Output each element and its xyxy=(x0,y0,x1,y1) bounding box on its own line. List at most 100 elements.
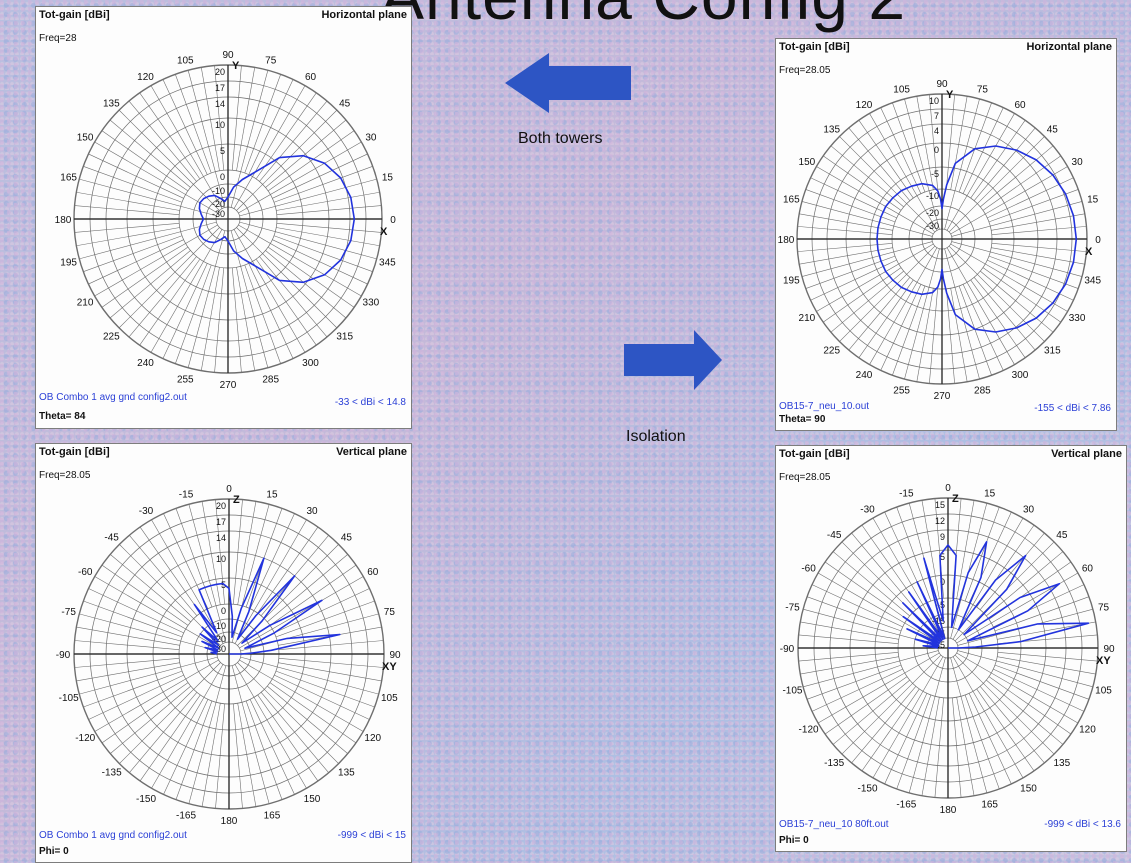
radial-tick-label: 7 xyxy=(934,111,939,121)
grid-spoke xyxy=(236,109,338,211)
grid-spoke xyxy=(175,264,212,364)
grid-spoke xyxy=(139,92,201,180)
grid-spoke xyxy=(74,658,180,668)
grid-spoke xyxy=(255,92,317,180)
angle-label: Phi= 0 xyxy=(779,835,809,846)
angle-tick-label: -75 xyxy=(61,607,76,618)
angle-tick-label: -90 xyxy=(56,650,71,661)
grid-spoke xyxy=(956,652,1079,724)
grid-spoke xyxy=(214,267,225,373)
grid-spoke xyxy=(896,694,932,790)
grid-spoke xyxy=(964,694,1000,790)
grid-spoke xyxy=(952,697,962,798)
grid-spoke xyxy=(973,277,1036,351)
grid-spoke xyxy=(188,665,227,804)
gain-pattern-trace xyxy=(876,145,1078,333)
grid-spoke xyxy=(896,506,932,602)
grid-spoke xyxy=(950,657,988,793)
axis-label-top: Z xyxy=(952,493,959,505)
grid-spoke xyxy=(76,626,180,646)
radial-tick-label: 0 xyxy=(221,606,226,616)
grid-spoke xyxy=(255,258,317,346)
grid-spoke xyxy=(239,576,364,649)
angle-tick-label: 15 xyxy=(266,490,278,501)
grid-spoke xyxy=(869,113,938,231)
grid-spoke xyxy=(994,664,1090,700)
radial-tick-label: 17 xyxy=(216,517,226,527)
angle-tick-label: -105 xyxy=(59,693,79,704)
angle-tick-label: 270 xyxy=(220,380,237,391)
grid-spoke xyxy=(231,65,242,171)
radial-tick-label: -20 xyxy=(213,634,226,644)
grid-spoke xyxy=(244,264,281,364)
angle-tick-label: 300 xyxy=(302,358,319,369)
grid-spoke xyxy=(872,656,944,779)
grid-spoke xyxy=(187,70,226,208)
angle-tick-label: 150 xyxy=(77,133,94,144)
angle-tick-label: 105 xyxy=(177,56,194,67)
angle-tick-label: 270 xyxy=(934,391,951,402)
grid-spoke xyxy=(175,74,212,174)
radial-tick-label: -30 xyxy=(212,209,225,219)
grid-spoke xyxy=(269,564,357,626)
grid-spoke xyxy=(800,621,899,640)
polar-chart: 0153045607590105120135150165180-165-150-… xyxy=(56,484,401,827)
angle-tick-label: -15 xyxy=(899,488,914,499)
grid-spoke xyxy=(245,700,283,800)
grid-spoke xyxy=(805,255,896,289)
grid-spoke xyxy=(951,241,1083,277)
grid-spoke xyxy=(129,535,198,616)
angle-tick-label: 150 xyxy=(1020,783,1037,794)
range-label: -33 < dBi < 14.8 xyxy=(334,397,406,408)
grid-spoke xyxy=(162,79,208,175)
grid-spoke xyxy=(94,576,219,649)
radial-tick-label: 14 xyxy=(215,99,225,109)
grid-spoke xyxy=(88,588,184,634)
radial-tick-label: -10 xyxy=(213,621,226,631)
grid-spoke xyxy=(908,657,946,793)
grid-spoke xyxy=(800,656,899,675)
grid-spoke xyxy=(200,267,220,371)
angle-tick-label: 120 xyxy=(856,100,873,111)
angle-tick-label: -150 xyxy=(136,794,156,805)
grid-spoke xyxy=(824,676,908,735)
grid-spoke xyxy=(83,235,183,272)
grid-spoke xyxy=(980,270,1054,333)
polar-plot-vertical-left: 0 15 30 45 60 75 90 105 120 135 150 165 180 -165 -150-… xyxy=(35,443,412,863)
grid-spoke xyxy=(956,500,975,599)
axis-label-right: X xyxy=(1085,246,1093,258)
grid-spoke xyxy=(921,697,940,796)
grid-spoke xyxy=(970,120,1026,199)
grid-spoke xyxy=(230,70,269,208)
grid-spoke xyxy=(151,664,224,789)
grid-spoke xyxy=(118,227,220,329)
grid-spoke xyxy=(934,498,944,599)
file-label: OB Combo 1 avg gnd config2.out xyxy=(39,392,187,403)
grid-spoke xyxy=(265,119,347,188)
radial-tick-label: 10 xyxy=(929,96,939,106)
angle-tick-label: -135 xyxy=(824,758,844,769)
isolation-caption: Isolation xyxy=(626,428,686,445)
chart-header-right: Vertical plane xyxy=(336,446,407,458)
grid-spoke xyxy=(129,692,198,773)
grid-spoke xyxy=(816,166,934,235)
grid-spoke xyxy=(128,100,197,182)
grid-spoke xyxy=(979,532,1045,610)
grid-spoke xyxy=(79,221,217,260)
grid-spoke xyxy=(805,189,896,223)
grid-spoke xyxy=(74,222,180,233)
grid-spoke xyxy=(150,85,223,209)
angle-tick-label: 105 xyxy=(381,693,398,704)
range-label: -999 < dBi < 15 xyxy=(337,830,406,841)
grid-spoke xyxy=(904,248,940,380)
grid-spoke xyxy=(988,676,1072,735)
grid-spoke xyxy=(244,74,281,174)
grid-spoke xyxy=(76,662,180,682)
grid-spoke xyxy=(267,246,355,308)
grid-spoke xyxy=(858,279,914,358)
grid-spoke xyxy=(276,227,380,247)
grid-spoke xyxy=(239,221,377,260)
grid-spoke xyxy=(240,613,379,652)
grid-spoke xyxy=(233,229,306,353)
